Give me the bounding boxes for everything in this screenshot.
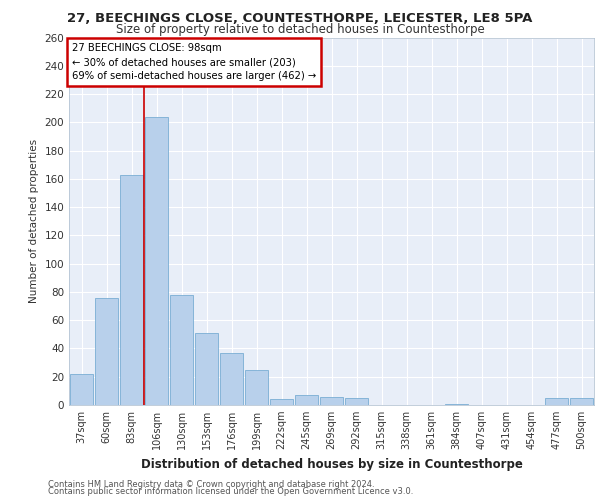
Text: 27 BEECHINGS CLOSE: 98sqm
← 30% of detached houses are smaller (203)
69% of semi: 27 BEECHINGS CLOSE: 98sqm ← 30% of detac… <box>71 43 316 81</box>
X-axis label: Distribution of detached houses by size in Countesthorpe: Distribution of detached houses by size … <box>140 458 523 470</box>
Text: Contains HM Land Registry data © Crown copyright and database right 2024.: Contains HM Land Registry data © Crown c… <box>48 480 374 489</box>
Bar <box>170 294 193 405</box>
Bar <box>320 396 343 405</box>
Bar <box>345 398 368 405</box>
Bar <box>95 298 118 405</box>
Bar <box>245 370 268 405</box>
Bar <box>270 400 293 405</box>
Bar <box>120 174 143 405</box>
Bar <box>295 395 318 405</box>
Text: Contains public sector information licensed under the Open Government Licence v3: Contains public sector information licen… <box>48 487 413 496</box>
Bar <box>70 374 93 405</box>
Bar <box>220 352 243 405</box>
Bar <box>545 398 568 405</box>
Bar <box>195 333 218 405</box>
Text: 27, BEECHINGS CLOSE, COUNTESTHORPE, LEICESTER, LE8 5PA: 27, BEECHINGS CLOSE, COUNTESTHORPE, LEIC… <box>67 12 533 24</box>
Bar <box>570 398 593 405</box>
Text: Size of property relative to detached houses in Countesthorpe: Size of property relative to detached ho… <box>116 22 484 36</box>
Y-axis label: Number of detached properties: Number of detached properties <box>29 139 39 304</box>
Bar <box>145 116 168 405</box>
Bar <box>445 404 468 405</box>
